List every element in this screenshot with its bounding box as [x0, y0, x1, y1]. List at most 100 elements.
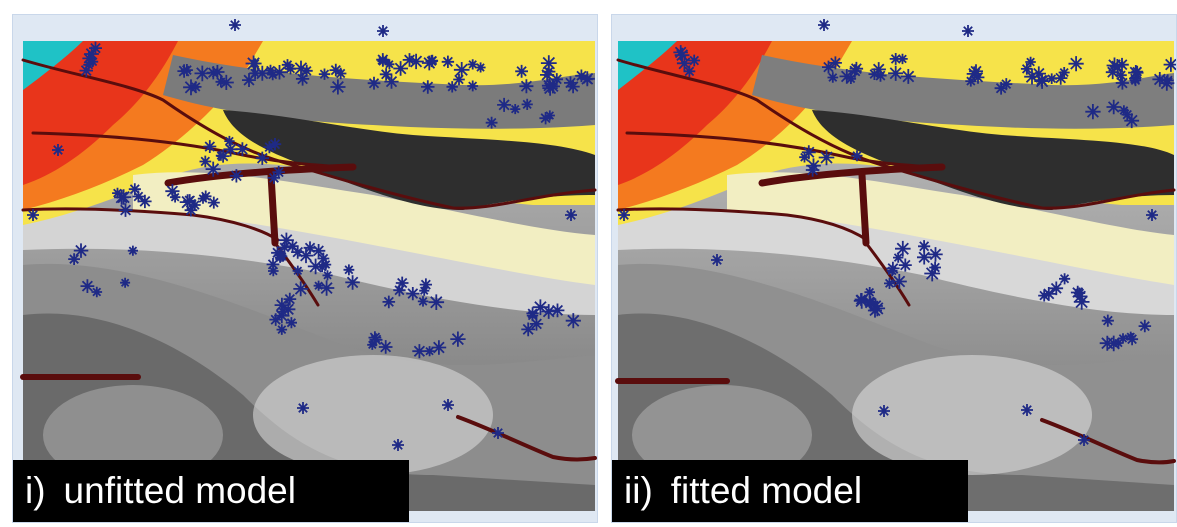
asterisk-marker-icon: [1117, 333, 1128, 344]
asterisk-marker-icon: [298, 248, 314, 264]
asterisk-marker-icon: [295, 72, 310, 86]
asterisk-marker-icon: [467, 59, 478, 70]
pale-yellow-band: [133, 172, 595, 285]
asterisk-marker-icon: [245, 55, 262, 72]
pale-yellow-band: [727, 172, 1174, 285]
asterisk-marker-icon: [329, 63, 343, 77]
asterisk-marker-icon: [278, 241, 291, 254]
asterisk-marker-icon: [828, 56, 842, 70]
asterisk-marker-icon: [475, 62, 486, 73]
asterisk-marker-icon: [379, 68, 393, 81]
asterisk-marker-icon: [417, 296, 429, 307]
asterisk-marker-icon: [291, 245, 305, 259]
panel-unfitted-model: i) unfitted model: [12, 14, 598, 523]
asterisk-marker-icon: [539, 112, 552, 125]
red-band: [23, 41, 178, 185]
asterisk-marker-icon: [441, 55, 455, 68]
asterisk-marker-icon: [1058, 67, 1070, 78]
asterisk-marker-icon: [431, 340, 447, 355]
asterisk-marker-icon: [1054, 71, 1068, 85]
asterisk-marker-icon: [805, 163, 820, 177]
asterisk-marker-icon: [827, 72, 839, 83]
asterisk-marker-icon: [871, 62, 886, 77]
asterisk-marker-icon: [874, 69, 887, 82]
asterisk-marker-icon: [450, 331, 466, 347]
red-band: [618, 41, 772, 185]
asterisk-marker-icon: [205, 161, 221, 177]
marker-layer: [27, 19, 595, 451]
asterisk-marker-icon: [581, 74, 593, 85]
asterisk-marker-icon: [265, 64, 276, 76]
asterisk-marker-icon: [540, 55, 557, 71]
asterisk-marker-icon: [1031, 66, 1046, 81]
caption-text: unfitted model: [63, 470, 296, 511]
asterisk-marker-icon: [402, 53, 417, 67]
asterisk-marker-icon: [994, 81, 1008, 95]
asterisk-marker-icon: [854, 293, 868, 306]
fault-south: [456, 415, 597, 462]
asterisk-marker-icon: [688, 54, 701, 67]
asterisk-marker-icon: [497, 97, 512, 112]
asterisk-marker-icon: [128, 183, 141, 196]
fault-vertical: [858, 171, 870, 247]
asterisk-marker-icon: [384, 74, 399, 89]
cyan-zone: [618, 41, 677, 90]
asterisk-marker-icon: [277, 306, 289, 318]
asterisk-marker-icon: [1049, 281, 1064, 296]
asterisk-marker-icon: [421, 80, 435, 94]
asterisk-marker-icon: [891, 274, 907, 289]
asterisk-marker-icon: [878, 405, 890, 417]
asterisk-marker-icon: [1106, 99, 1121, 115]
asterisk-marker-icon: [541, 78, 557, 93]
asterisk-marker-icon: [529, 317, 544, 331]
asterisk-marker-icon: [377, 25, 389, 37]
asterisk-marker-icon: [564, 76, 578, 90]
asterisk-marker-icon: [419, 285, 430, 296]
asterisk-marker-icon: [210, 65, 225, 80]
asterisk-marker-icon: [52, 144, 64, 156]
asterisk-marker-icon: [280, 302, 296, 317]
asterisk-marker-icon: [446, 81, 458, 93]
asterisk-marker-icon: [1024, 68, 1040, 85]
asterisk-marker-icon: [1129, 72, 1141, 85]
asterisk-marker-icon: [799, 152, 810, 163]
asterisk-marker-icon: [575, 69, 588, 83]
asterisk-marker-icon: [929, 261, 941, 274]
asterisk-marker-icon: [292, 265, 303, 276]
asterisk-marker-icon: [1035, 73, 1048, 87]
asterisk-marker-icon: [285, 317, 297, 329]
asterisk-marker-icon: [218, 74, 234, 90]
asterisk-marker-icon: [485, 116, 498, 129]
asterisk-marker-icon: [839, 69, 855, 84]
asterisk-marker-icon: [424, 346, 435, 357]
asterisk-marker-icon: [442, 399, 454, 411]
asterisk-marker-icon: [822, 60, 835, 74]
asterisk-marker-icon: [408, 53, 424, 70]
asterisk-marker-icon: [207, 196, 220, 209]
asterisk-marker-icon: [68, 253, 80, 265]
asterisk-marker-icon: [845, 73, 857, 84]
asterisk-marker-icon: [1163, 57, 1176, 72]
asterisk-marker-icon: [330, 79, 346, 95]
asterisk-marker-icon: [132, 190, 145, 203]
asterisk-marker-icon: [540, 67, 555, 82]
asterisk-marker-icon: [255, 151, 269, 165]
asterisk-marker-icon: [235, 142, 250, 157]
asterisk-marker-icon: [818, 19, 830, 31]
asterisk-marker-icon: [1138, 319, 1152, 333]
asterisk-marker-icon: [1073, 294, 1090, 310]
dark-band: [223, 110, 595, 210]
asterisk-marker-icon: [120, 277, 131, 288]
asterisk-marker-icon: [425, 55, 438, 68]
asterisk-marker-icon: [917, 250, 932, 265]
fault-main: [21, 58, 597, 210]
asterisk-marker-icon: [378, 340, 393, 354]
asterisk-marker-icon: [419, 278, 432, 291]
asterisk-marker-icon: [918, 240, 931, 253]
asterisk-marker-icon: [965, 75, 977, 87]
asterisk-marker-icon: [313, 280, 324, 291]
asterisk-marker-icon: [1115, 69, 1127, 82]
asterisk-marker-icon: [278, 232, 294, 248]
asterisk-marker-icon: [82, 51, 96, 65]
asterisk-marker-icon: [276, 251, 288, 262]
